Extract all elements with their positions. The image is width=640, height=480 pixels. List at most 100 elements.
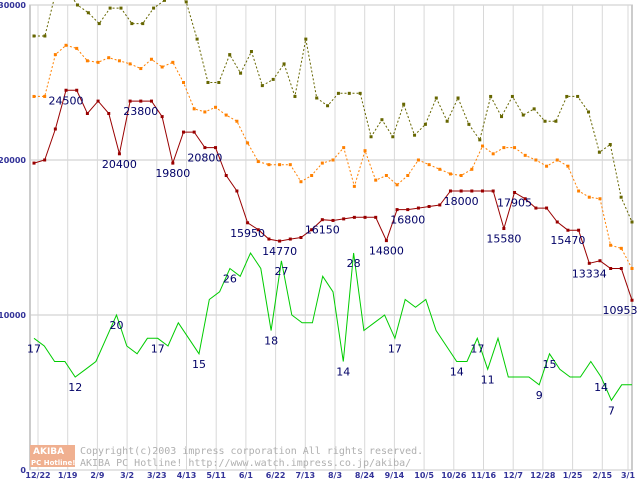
- point-price-1: [43, 158, 47, 162]
- point-middle-dotted-40: [459, 174, 463, 177]
- point-price-35: [406, 208, 410, 212]
- point-middle-dotted-24: [288, 163, 292, 167]
- point-middle-dotted-9: [128, 62, 132, 66]
- point-price-13: [171, 161, 175, 165]
- point-price-20: [246, 221, 250, 225]
- point-middle-dotted-22: [267, 163, 271, 167]
- x-tick-label-15: 11/16: [471, 471, 497, 480]
- point-price-48: [545, 206, 549, 210]
- point-upper-dotted-31: [369, 135, 373, 139]
- x-tick-label-11: 8/24: [355, 471, 375, 480]
- data-label-price-5: 15950: [230, 227, 265, 240]
- point-upper-dotted-9: [130, 22, 134, 26]
- point-price-10: [139, 99, 143, 103]
- point-price-51: [577, 228, 581, 232]
- x-tick-label-14: 10/26: [441, 471, 467, 480]
- point-price-24: [288, 237, 292, 241]
- point-price-8: [117, 152, 121, 156]
- point-price-43: [491, 189, 495, 193]
- point-middle-dotted-29: [342, 146, 346, 150]
- data-label-count-27: 14: [450, 366, 464, 379]
- point-middle-dotted-7: [107, 56, 111, 60]
- x-tick-label-0: 12/22: [25, 471, 50, 480]
- point-upper-dotted-15: [195, 37, 199, 41]
- point-middle-dotted-33: [384, 174, 388, 177]
- data-label-price-10: 18000: [444, 195, 479, 208]
- data-label-price-13: 15470: [550, 234, 585, 247]
- y-axis-ticks: 0 10000 20000 30000: [0, 1, 26, 475]
- point-middle-dotted-26: [310, 174, 314, 177]
- point-price-42: [481, 189, 484, 193]
- data-label-count-20: 15: [192, 358, 206, 371]
- point-price-11: [149, 99, 153, 103]
- x-tick-label-2: 2/9: [90, 471, 104, 480]
- data-label-count-19: 17: [151, 342, 165, 355]
- point-upper-dotted-41: [478, 138, 482, 142]
- point-upper-dotted-28: [336, 91, 340, 95]
- x-tick-label-13: 10/5: [414, 471, 434, 480]
- data-label-price-3: 19800: [155, 167, 190, 180]
- point-middle-dotted-3: [64, 43, 68, 47]
- point-price-21: [256, 228, 260, 232]
- point-middle-dotted-46: [523, 153, 527, 157]
- data-label-price-0: 24500: [49, 94, 84, 107]
- data-label-count-28: 17: [470, 342, 484, 355]
- point-price-25: [299, 236, 303, 239]
- point-middle-dotted-51: [577, 189, 581, 193]
- x-tick-label-4: 3/23: [147, 471, 167, 480]
- point-price-15: [192, 130, 196, 134]
- point-price-3: [64, 88, 68, 92]
- data-label-count-25: 28: [347, 257, 361, 270]
- point-middle-dotted-55: [619, 246, 623, 250]
- data-label-count-21: 26: [223, 273, 237, 286]
- point-upper-dotted-49: [565, 94, 569, 98]
- point-price-46: [523, 197, 527, 201]
- point-middle-dotted-54: [609, 243, 613, 247]
- copyright-line: Copyright(c)2003 impress corporation All…: [80, 446, 423, 457]
- point-middle-dotted-42: [481, 144, 484, 148]
- point-price-0: [32, 161, 36, 165]
- series-group: [32, 0, 634, 402]
- data-label-count-24: 14: [336, 366, 350, 379]
- data-label-count-26: 17: [388, 342, 402, 355]
- series-line-price: [33, 89, 633, 301]
- point-price-7: [107, 112, 111, 115]
- point-upper-dotted-19: [239, 71, 243, 75]
- point-middle-dotted-21: [256, 160, 260, 164]
- point-price-45: [513, 190, 517, 194]
- point-price-53: [598, 259, 602, 263]
- point-upper-dotted-18: [228, 53, 232, 57]
- point-middle-dotted-15: [192, 107, 196, 111]
- point-middle-dotted-31: [363, 149, 367, 153]
- point-middle-dotted-2: [53, 53, 57, 57]
- point-middle-dotted-38: [438, 167, 442, 171]
- point-middle-dotted-44: [502, 146, 506, 150]
- data-label-count-32: 14: [594, 381, 608, 394]
- point-price-47: [534, 206, 538, 210]
- point-price-19: [235, 189, 239, 193]
- logo-box-bottom: [30, 456, 75, 467]
- point-upper-dotted-14: [184, 0, 188, 4]
- point-upper-dotted-17: [217, 81, 221, 84]
- point-upper-dotted-42: [489, 94, 493, 98]
- point-price-6: [96, 99, 100, 103]
- point-price-56: [630, 298, 634, 302]
- point-price-52: [587, 261, 591, 265]
- point-price-18: [224, 174, 228, 177]
- point-middle-dotted-39: [448, 172, 452, 176]
- point-upper-dotted-55: [630, 220, 634, 224]
- data-label-count-18: 20: [109, 319, 123, 332]
- data-label-count-17: 12: [68, 381, 82, 394]
- point-middle-dotted-35: [406, 174, 410, 177]
- point-upper-dotted-24: [293, 94, 297, 98]
- point-upper-dotted-36: [423, 122, 427, 126]
- point-price-27: [320, 218, 324, 222]
- point-upper-dotted-48: [554, 119, 558, 123]
- point-middle-dotted-49: [555, 158, 559, 162]
- point-upper-dotted-39: [456, 96, 460, 100]
- point-upper-dotted-44: [510, 94, 514, 98]
- point-upper-dotted-4: [75, 3, 79, 7]
- point-upper-dotted-53: [608, 143, 612, 146]
- point-price-49: [555, 220, 559, 224]
